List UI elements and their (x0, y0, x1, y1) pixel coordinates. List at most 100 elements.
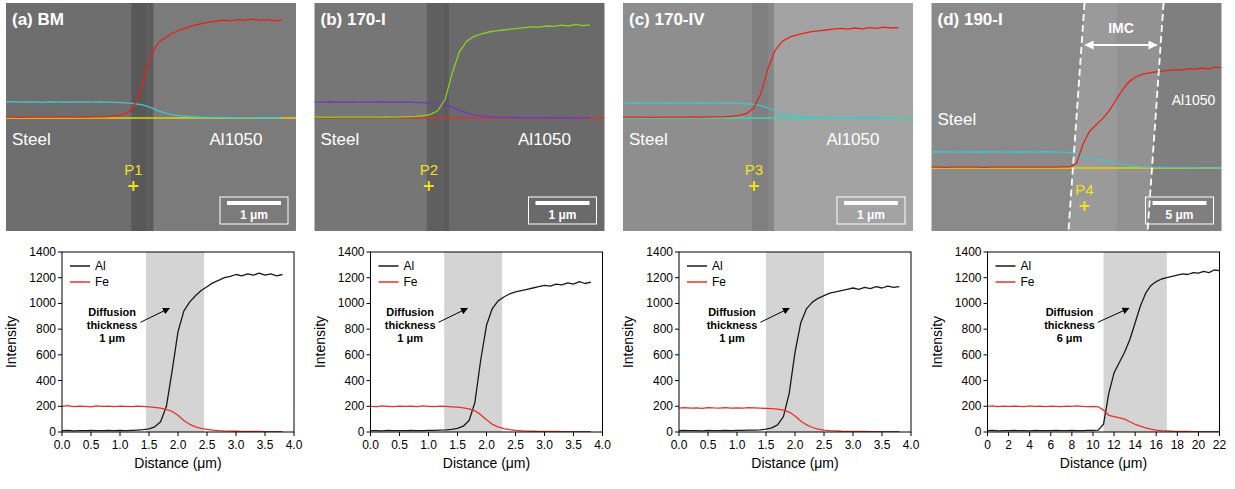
diffusion-region (1104, 252, 1167, 432)
y-tick (367, 277, 371, 278)
y-axis-title: Intensity (3, 316, 19, 368)
y-tick (984, 380, 988, 381)
x-axis-title: Distance (μm) (443, 455, 530, 471)
x-tick (149, 432, 150, 436)
series-line (679, 286, 899, 431)
x-tick-label: 20 (1192, 438, 1206, 452)
x-tick (370, 432, 371, 436)
plot-frame (62, 252, 294, 432)
y-tick (675, 406, 679, 407)
x-tick-label: 18 (1171, 438, 1185, 452)
steel-label: Steel (12, 130, 51, 149)
scale-bar (227, 201, 281, 205)
legend-swatch (996, 281, 1016, 283)
x-tick-label: 0.5 (83, 438, 100, 452)
y-tick (984, 329, 988, 330)
x-tick-label: 1.0 (112, 438, 129, 452)
steel-label: Steel (629, 130, 668, 149)
x-tick-label: 3.5 (257, 438, 274, 452)
series-line (371, 406, 591, 432)
annotation-arrow (1098, 308, 1129, 322)
y-tick-label: 1000 (955, 296, 982, 310)
x-tick-label: 0.5 (391, 438, 408, 452)
line-chart: 0.00.51.01.52.02.53.03.54.00200400600800… (3, 245, 303, 471)
x-tick (602, 432, 603, 436)
scale-bar-box (837, 197, 905, 224)
y-tick (367, 380, 371, 381)
x-tick (399, 432, 400, 436)
x-tick (987, 432, 988, 436)
annotation-arrow (439, 308, 468, 322)
scale-bar-box (1146, 197, 1214, 224)
y-tick-label: 200 (961, 399, 981, 413)
legend-swatch (687, 281, 707, 283)
x-tick (515, 432, 516, 436)
annotation-text: Diffusion (1046, 306, 1094, 318)
line-scan-overlay (623, 27, 913, 118)
scale-bar-box (529, 197, 597, 224)
x-tick-label: 4.0 (903, 438, 920, 452)
legend-label: Fe (1021, 275, 1035, 289)
x-tick-label: 4.0 (286, 438, 303, 452)
x-tick (1050, 432, 1051, 436)
overlay-scan-line (6, 19, 282, 117)
aluminium-label: Al1050 (827, 130, 880, 149)
y-tick-label: 800 (961, 322, 981, 336)
y-tick (367, 329, 371, 330)
y-tick-label: 1400 (29, 245, 56, 259)
line-chart: 0246810121416182022020040060080010001200… (929, 245, 1227, 471)
annotation-text: Diffusion (708, 306, 756, 318)
x-tick-label: 1.5 (141, 438, 158, 452)
overlay-scan-line (623, 27, 899, 117)
x-tick (1071, 432, 1072, 436)
plot-frame (371, 252, 603, 432)
plot-frame (988, 252, 1220, 432)
y-tick (367, 354, 371, 355)
x-tick (708, 432, 709, 436)
plot-frame (679, 252, 911, 432)
scale-bar (844, 201, 898, 205)
point-label: P2 (420, 161, 438, 178)
y-tick-label: 1000 (29, 296, 56, 310)
scale-bar-box (220, 197, 288, 224)
y-axis-title: Intensity (620, 316, 636, 368)
legend-label: Al (95, 259, 106, 273)
legend-label: Fe (712, 275, 726, 289)
annotation-text: thickness (385, 319, 436, 331)
y-tick-label: 600 (653, 348, 673, 362)
x-tick-label: 0.5 (700, 438, 717, 452)
x-tick-label: 1.0 (729, 438, 746, 452)
y-tick (984, 252, 988, 253)
imc-arrow (1086, 44, 1157, 46)
y-tick-label: 1400 (646, 245, 673, 259)
y-tick-label: 400 (36, 374, 56, 388)
line-scan-overlay (6, 19, 296, 118)
x-tick (428, 432, 429, 436)
steel-label: Steel (321, 130, 360, 149)
x-tick-label: 10 (1086, 438, 1100, 452)
y-tick (58, 329, 62, 330)
y-tick (58, 252, 62, 253)
y-tick (984, 277, 988, 278)
region-label: IMC (1108, 20, 1134, 36)
scale-bar (1153, 201, 1207, 205)
annotation-text: 1 μm (719, 332, 745, 344)
x-tick-label: 8 (1069, 438, 1076, 452)
panel-label: (a) BM (12, 10, 64, 29)
legend-label: Fe (404, 275, 418, 289)
x-tick-label: 3.0 (536, 438, 553, 452)
x-tick-label: 0.0 (671, 438, 688, 452)
x-tick-label: 0.0 (54, 438, 71, 452)
micrograph-panel: IMC(d) 190-ISteelAl1050P45 μm (932, 3, 1222, 231)
point-marker (1080, 201, 1090, 211)
x-tick (824, 432, 825, 436)
x-tick (795, 432, 796, 436)
y-tick (984, 354, 988, 355)
y-tick-label: 800 (653, 322, 673, 336)
x-tick-label: 1.5 (449, 438, 466, 452)
x-tick-label: 2 (1005, 438, 1012, 452)
y-tick-label: 1000 (646, 296, 673, 310)
x-tick (544, 432, 545, 436)
x-tick (91, 432, 92, 436)
y-tick (675, 329, 679, 330)
